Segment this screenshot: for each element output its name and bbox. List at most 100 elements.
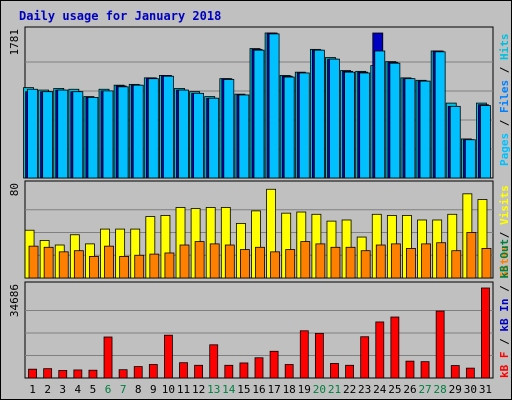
bar-pages xyxy=(283,76,295,179)
bar-sites xyxy=(360,250,371,279)
bar-kbf xyxy=(360,336,370,379)
panel-visits: 80 xyxy=(8,180,494,279)
x-tick-label: 10 xyxy=(162,383,175,396)
bar-sites xyxy=(466,232,477,279)
bar-kbf xyxy=(118,369,128,379)
bar-sites xyxy=(104,245,114,279)
bar-kbf xyxy=(88,369,98,379)
bar-kbf xyxy=(481,287,490,379)
bar-kbf xyxy=(28,368,37,379)
bar-pages xyxy=(132,84,144,179)
legend-separator: / xyxy=(498,225,511,245)
bar-pages xyxy=(193,92,205,179)
bar-sites xyxy=(149,253,160,279)
x-tick-label: 31 xyxy=(479,383,492,396)
x-tick-label: 14 xyxy=(222,383,236,396)
legend-entry: Hits xyxy=(498,34,511,61)
bar-kbf xyxy=(164,334,173,379)
bar-pages xyxy=(27,88,38,179)
bar-kbf xyxy=(314,332,324,379)
bar-pages xyxy=(147,78,159,179)
legend-entry: Sites xyxy=(498,245,511,278)
bar-sites xyxy=(194,241,205,279)
bar-pages xyxy=(102,90,114,179)
bar-pages xyxy=(389,62,401,179)
x-tick-label: 22 xyxy=(343,383,356,396)
legend: kB F / kB In / kB Out xyxy=(498,239,511,378)
bar-sites xyxy=(270,251,280,279)
bar-sites xyxy=(300,241,311,279)
bar-sites xyxy=(43,246,54,279)
bar-kbf xyxy=(58,370,68,379)
bar-pages xyxy=(298,72,310,179)
x-tick-label: 25 xyxy=(388,383,401,396)
legend-text: Pages / Files / Hits xyxy=(498,34,511,167)
bar-kbf xyxy=(465,367,475,379)
bar-kbf xyxy=(435,310,445,379)
legend-entry: Visits xyxy=(498,185,511,225)
x-tick-label: 21 xyxy=(328,383,341,396)
x-tick-label: 15 xyxy=(237,383,250,396)
bar-pages xyxy=(404,78,416,179)
x-tick-label: 1 xyxy=(29,383,36,396)
bar-kbf xyxy=(73,369,83,379)
bar-sites xyxy=(119,255,130,279)
x-tick-label: 24 xyxy=(373,383,387,396)
bar-kbf xyxy=(450,365,460,379)
x-tick-label: 9 xyxy=(150,383,157,396)
legend-entry: Pages xyxy=(498,133,511,166)
legend: Sites / Visits xyxy=(498,185,511,278)
x-tick-label: 23 xyxy=(358,383,371,396)
bar-sites xyxy=(28,245,39,279)
x-tick-label: 27 xyxy=(418,383,431,396)
y-max-label: 80 xyxy=(8,183,21,196)
x-tick-label: 3 xyxy=(59,383,66,396)
legend-text: kB F / kB In / kB Out xyxy=(498,239,511,378)
y-max-label: 1781 xyxy=(8,29,21,56)
x-tick-label: 30 xyxy=(464,383,477,396)
bar-pages xyxy=(374,50,386,179)
bar-kbf xyxy=(375,321,385,379)
chart-title: Daily usage for January 2018 xyxy=(19,9,221,23)
legend-separator: / xyxy=(498,332,511,352)
bar-pages xyxy=(117,86,129,179)
x-tick-label: 4 xyxy=(75,383,82,396)
x-tick-label: 5 xyxy=(90,383,97,396)
bar-kbf xyxy=(148,364,158,379)
x-tick-label: 8 xyxy=(135,383,142,396)
bar-pages xyxy=(434,51,446,179)
bar-sites xyxy=(89,255,99,279)
legend-entry: kB F xyxy=(498,352,511,379)
bar-sites xyxy=(390,243,401,279)
x-tick-label: 29 xyxy=(449,383,462,396)
bar-kbf xyxy=(179,362,188,379)
bar-kbf xyxy=(390,316,400,379)
legend-separator: / xyxy=(498,60,511,80)
bar-kbf xyxy=(345,364,354,379)
panel-hits: 1781 xyxy=(8,26,494,179)
bar-pages xyxy=(178,89,189,179)
bar-kbf xyxy=(254,357,264,379)
bar-sites xyxy=(164,252,175,279)
bar-kbf xyxy=(299,330,309,379)
bar-sites xyxy=(406,248,416,279)
bar-pages xyxy=(163,75,174,179)
bar-pages xyxy=(72,91,84,179)
bar-sites xyxy=(436,242,447,279)
bar-kbf xyxy=(239,362,249,379)
bar-pages xyxy=(344,71,355,179)
bar-kbf xyxy=(269,350,279,379)
bar-sites xyxy=(481,248,492,279)
bar-pages xyxy=(87,96,99,179)
legend-entry: Files xyxy=(498,80,511,113)
bar-pages xyxy=(419,80,431,179)
bar-sites xyxy=(345,246,356,279)
x-tick-label: 13 xyxy=(207,383,220,396)
bar-sites xyxy=(73,250,84,279)
bar-pages xyxy=(480,105,491,179)
x-tick-label: 20 xyxy=(313,383,326,396)
legend-text: Sites / Visits xyxy=(498,185,511,278)
bar-sites xyxy=(179,244,190,279)
bar-pages xyxy=(449,105,461,179)
x-tick-label: 28 xyxy=(434,383,447,396)
